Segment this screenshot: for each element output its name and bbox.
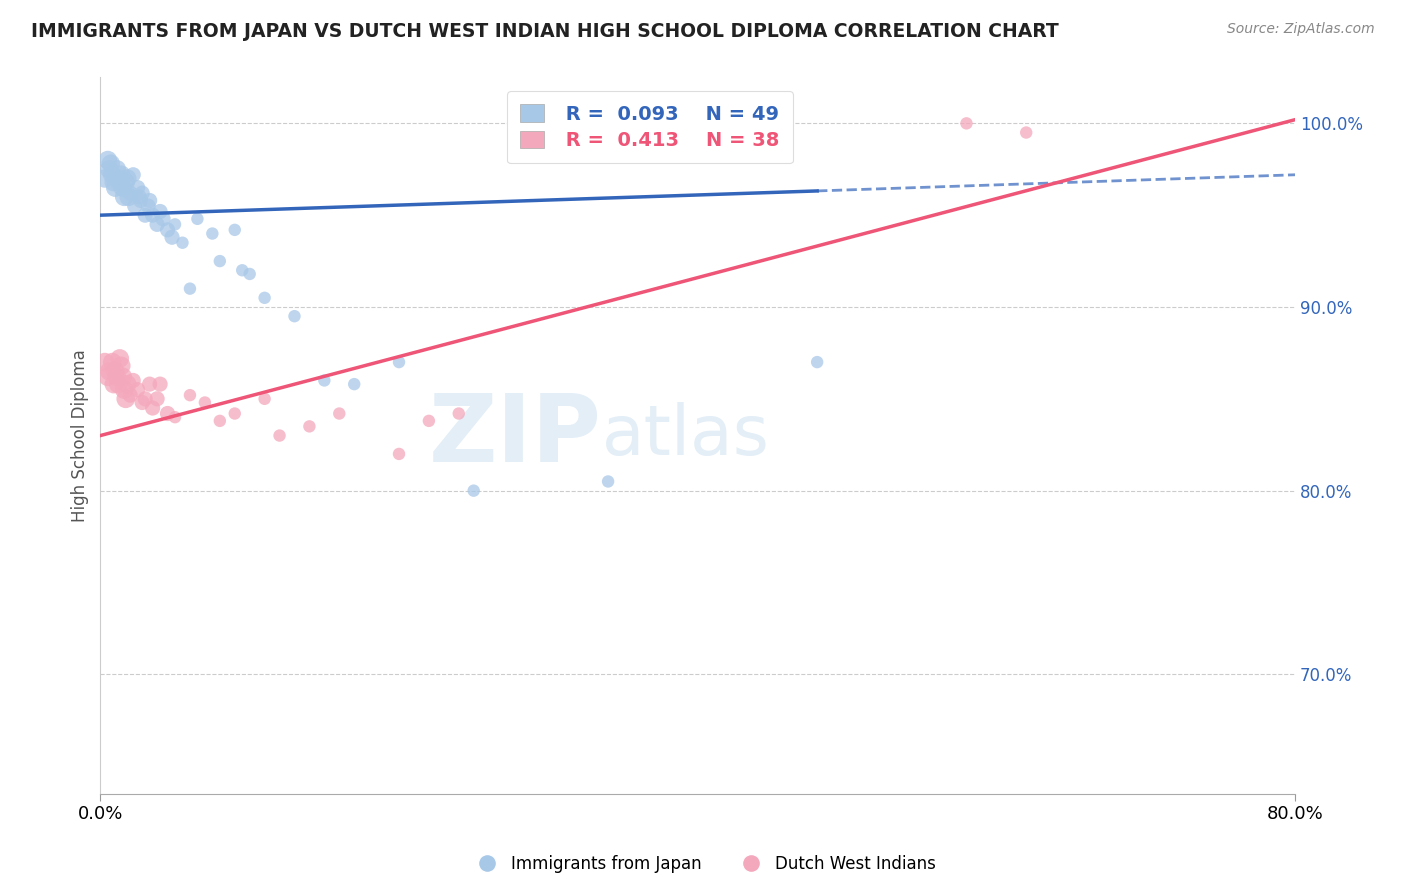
- Point: [156, 223, 179, 237]
- Point: [194, 395, 217, 409]
- Point: [110, 168, 132, 182]
- Point: [418, 414, 440, 428]
- Point: [104, 180, 127, 194]
- Point: [122, 374, 145, 388]
- Point: [98, 162, 121, 177]
- Point: [104, 364, 127, 378]
- Point: [114, 175, 136, 189]
- Point: [201, 227, 224, 241]
- Text: IMMIGRANTS FROM JAPAN VS DUTCH WEST INDIAN HIGH SCHOOL DIPLOMA CORRELATION CHART: IMMIGRANTS FROM JAPAN VS DUTCH WEST INDI…: [31, 22, 1059, 41]
- Point: [107, 171, 129, 186]
- Point: [138, 377, 160, 392]
- Point: [269, 428, 291, 442]
- Point: [156, 407, 179, 421]
- Point: [94, 171, 117, 186]
- Point: [172, 235, 194, 250]
- Point: [447, 407, 470, 421]
- Point: [101, 355, 124, 369]
- Text: Source: ZipAtlas.com: Source: ZipAtlas.com: [1227, 22, 1375, 37]
- Point: [131, 186, 153, 201]
- Point: [343, 377, 366, 392]
- Point: [136, 199, 159, 213]
- Point: [224, 407, 246, 421]
- Point: [142, 401, 165, 415]
- Point: [112, 383, 135, 397]
- Point: [138, 194, 160, 208]
- Point: [388, 355, 411, 369]
- Point: [118, 190, 141, 204]
- Point: [131, 395, 153, 409]
- Point: [298, 419, 321, 434]
- Point: [120, 186, 142, 201]
- Point: [108, 175, 131, 189]
- Point: [129, 194, 152, 208]
- Point: [128, 190, 150, 204]
- Point: [105, 369, 128, 384]
- Point: [146, 218, 169, 232]
- Legend:  R =  0.093    N = 49,  R =  0.413    N = 38: R = 0.093 N = 49, R = 0.413 N = 38: [506, 91, 793, 163]
- Point: [97, 369, 120, 384]
- Point: [463, 483, 485, 498]
- Point: [1015, 126, 1038, 140]
- Point: [108, 351, 131, 366]
- Point: [314, 374, 336, 388]
- Point: [208, 414, 231, 428]
- Point: [127, 180, 149, 194]
- Point: [112, 190, 135, 204]
- Point: [103, 175, 125, 189]
- Point: [100, 157, 122, 171]
- Point: [127, 383, 149, 397]
- Point: [111, 180, 134, 194]
- Point: [94, 355, 117, 369]
- Point: [114, 392, 136, 406]
- Point: [253, 392, 276, 406]
- Point: [146, 392, 169, 406]
- Point: [208, 254, 231, 268]
- Point: [103, 377, 125, 392]
- Point: [806, 355, 828, 369]
- Point: [115, 377, 138, 392]
- Point: [186, 211, 208, 226]
- Point: [231, 263, 253, 277]
- Point: [111, 369, 134, 384]
- Legend: Immigrants from Japan, Dutch West Indians: Immigrants from Japan, Dutch West Indian…: [464, 848, 942, 880]
- Point: [283, 309, 305, 323]
- Point: [115, 171, 138, 186]
- Point: [110, 359, 132, 373]
- Point: [253, 291, 276, 305]
- Point: [101, 168, 124, 182]
- Point: [596, 475, 619, 489]
- Point: [239, 267, 262, 281]
- Point: [122, 168, 145, 182]
- Point: [224, 223, 246, 237]
- Point: [105, 162, 128, 177]
- Point: [152, 211, 174, 226]
- Text: ZIP: ZIP: [429, 390, 602, 482]
- Point: [98, 364, 121, 378]
- Point: [179, 282, 201, 296]
- Y-axis label: High School Diploma: High School Diploma: [72, 349, 89, 522]
- Point: [388, 447, 411, 461]
- Point: [97, 153, 120, 167]
- Point: [120, 388, 142, 402]
- Point: [124, 199, 146, 213]
- Point: [955, 116, 977, 130]
- Point: [160, 230, 183, 244]
- Point: [149, 204, 172, 219]
- Point: [134, 392, 156, 406]
- Point: [163, 218, 186, 232]
- Point: [328, 407, 350, 421]
- Point: [134, 208, 156, 222]
- Point: [163, 410, 186, 425]
- Text: atlas: atlas: [602, 402, 770, 469]
- Point: [142, 208, 165, 222]
- Point: [149, 377, 172, 392]
- Point: [107, 377, 129, 392]
- Point: [179, 388, 201, 402]
